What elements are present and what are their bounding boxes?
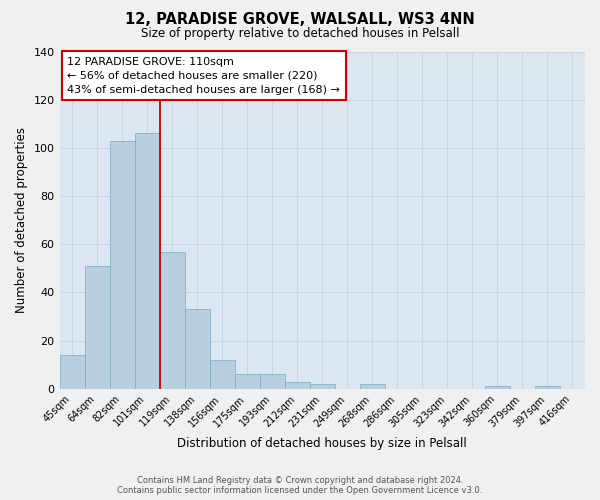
Text: 12, PARADISE GROVE, WALSALL, WS3 4NN: 12, PARADISE GROVE, WALSALL, WS3 4NN <box>125 12 475 28</box>
Text: Contains HM Land Registry data © Crown copyright and database right 2024.
Contai: Contains HM Land Registry data © Crown c… <box>118 476 482 495</box>
Bar <box>260 374 285 389</box>
Bar <box>310 384 335 389</box>
Bar <box>535 386 560 389</box>
Bar <box>285 382 310 389</box>
X-axis label: Distribution of detached houses by size in Pelsall: Distribution of detached houses by size … <box>178 437 467 450</box>
Text: Size of property relative to detached houses in Pelsall: Size of property relative to detached ho… <box>141 28 459 40</box>
Bar <box>160 252 185 389</box>
Bar <box>209 360 235 389</box>
Bar <box>85 266 110 389</box>
Bar <box>235 374 260 389</box>
Y-axis label: Number of detached properties: Number of detached properties <box>15 127 28 313</box>
Bar <box>110 140 134 389</box>
Bar <box>59 355 85 389</box>
Bar <box>485 386 510 389</box>
Bar <box>360 384 385 389</box>
Text: 12 PARADISE GROVE: 110sqm
← 56% of detached houses are smaller (220)
43% of semi: 12 PARADISE GROVE: 110sqm ← 56% of detac… <box>67 56 340 94</box>
Bar <box>134 134 160 389</box>
Bar <box>185 310 209 389</box>
